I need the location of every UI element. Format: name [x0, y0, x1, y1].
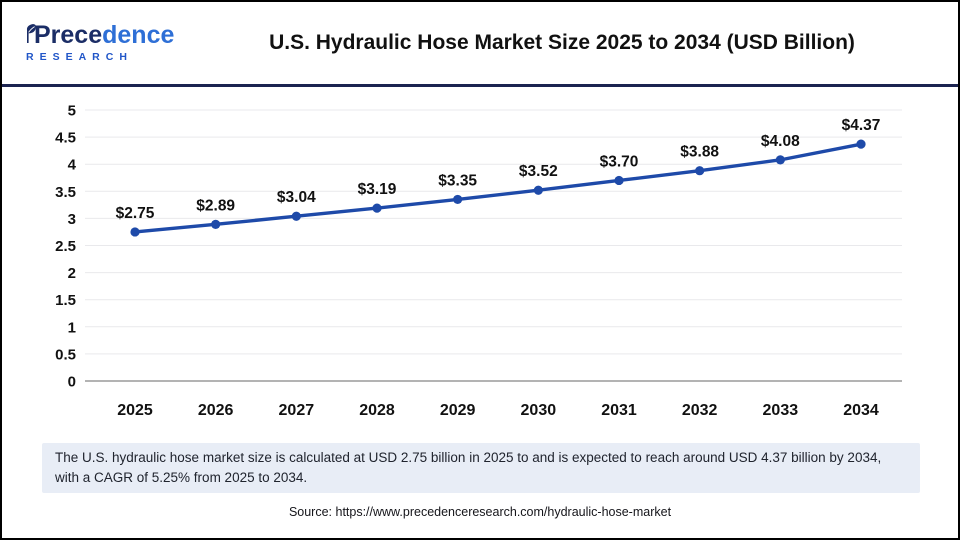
brand-name-part1: Prece — [34, 21, 103, 49]
data-label: $2.75 — [116, 205, 155, 222]
y-tick-label: 4.5 — [55, 130, 76, 147]
y-tick-label: 2.5 — [55, 238, 76, 255]
x-tick-label: 2025 — [117, 402, 153, 419]
data-point — [775, 155, 785, 165]
y-tick-label: 5 — [68, 103, 76, 120]
source-text: Source: https://www.precedenceresearch.c… — [288, 505, 672, 519]
brand-name-part2: dence — [102, 21, 175, 49]
data-label: $2.89 — [196, 197, 235, 214]
brand-name: Precedence — [24, 23, 192, 48]
header: Precedence RESEARCH U.S. Hydraulic Hose … — [2, 2, 958, 84]
x-tick-label: 2032 — [682, 402, 718, 419]
y-tick-label: 4 — [68, 157, 77, 174]
data-label: $4.08 — [761, 133, 800, 150]
data-label: $3.04 — [277, 189, 316, 206]
x-tick-label: 2027 — [279, 402, 315, 419]
x-tick-label: 2030 — [521, 402, 557, 419]
x-tick-label: 2034 — [843, 402, 879, 419]
chart-svg: 0 0.5 1 1.5 2 2.5 3 3.5 4 4.5 5 $2.75 2025 $2.89 2026 $… — [55, 103, 902, 419]
data-point — [130, 227, 140, 237]
brand-logo: Precedence RESEARCH — [2, 23, 192, 64]
data-label: $3.35 — [438, 172, 477, 189]
y-tick-label: 2 — [68, 265, 76, 282]
data-label: $3.19 — [358, 181, 397, 198]
data-label: $3.88 — [680, 144, 719, 161]
y-tick-label: 1 — [68, 319, 76, 336]
brand-subtitle: RESEARCH — [26, 51, 133, 63]
note-text: The U.S. hydraulic hose market size is c… — [55, 450, 882, 485]
data-point — [533, 185, 543, 195]
x-tick-label: 2026 — [198, 402, 234, 419]
line-chart: 0 0.5 1 1.5 2 2.5 3 3.5 4 4.5 5 $2.75 2025 $2.89 2026 $… — [2, 90, 958, 440]
header-divider — [2, 84, 958, 87]
x-tick-label: 2033 — [763, 402, 799, 419]
x-tick-label: 2029 — [440, 402, 476, 419]
data-point — [372, 203, 382, 213]
series-line — [133, 142, 863, 234]
data-point — [291, 211, 301, 221]
data-label: $3.52 — [519, 163, 558, 180]
data-point — [453, 194, 463, 205]
y-tick-label: 0 — [68, 374, 76, 391]
data-label: $3.70 — [600, 153, 639, 170]
x-tick-label: 2031 — [601, 402, 637, 419]
data-point — [856, 139, 866, 149]
y-tick-label: 1.5 — [55, 292, 76, 309]
data-point — [695, 166, 705, 176]
y-tick-label: 0.5 — [55, 346, 76, 363]
page-title: U.S. Hydraulic Hose Market Size 2025 to … — [269, 31, 855, 54]
y-tick-label: 3.5 — [55, 184, 76, 201]
note-box: The U.S. hydraulic hose market size is c… — [42, 443, 920, 493]
data-point — [211, 219, 221, 229]
y-tick-label: 3 — [68, 211, 76, 228]
data-point — [614, 175, 624, 186]
leaf-logo-icon — [26, 24, 37, 43]
x-tick-label: 2028 — [359, 402, 395, 419]
data-label: $4.37 — [842, 117, 881, 134]
